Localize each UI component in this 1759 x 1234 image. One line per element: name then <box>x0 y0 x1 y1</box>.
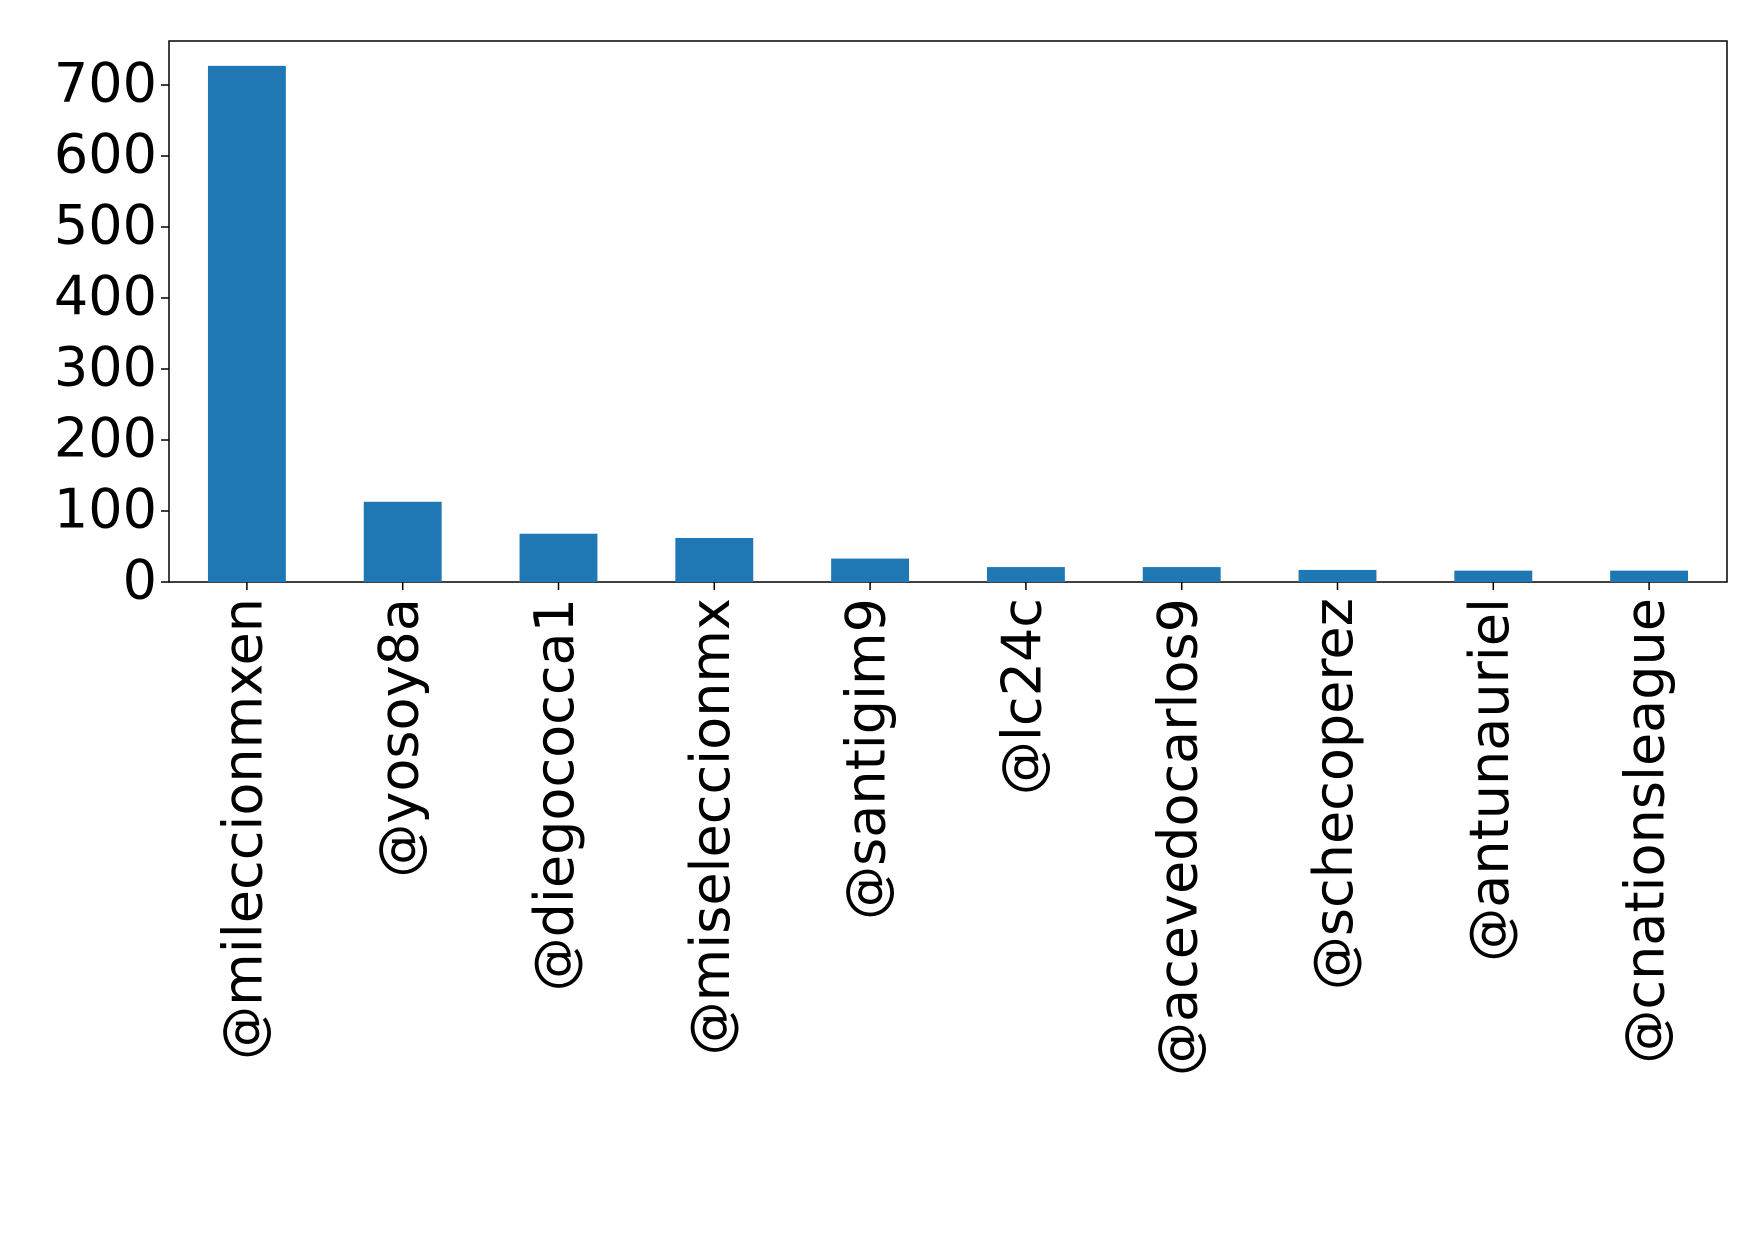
y-tick-label: 100 <box>54 478 157 541</box>
bar <box>675 537 754 582</box>
bar <box>1610 570 1689 582</box>
x-tick-label: @santigim9 <box>835 598 898 920</box>
plot-frame <box>168 40 1728 583</box>
y-tick-label: 0 <box>123 549 157 612</box>
y-tick-label: 200 <box>54 407 157 470</box>
bar <box>207 65 286 583</box>
bar <box>363 501 442 582</box>
bar <box>831 558 910 582</box>
y-tick-label: 500 <box>54 194 157 257</box>
y-tick-label: 300 <box>54 336 157 399</box>
x-tick-label: @mileccionmxen <box>212 598 275 1060</box>
bar <box>519 533 598 582</box>
x-tick-label: @acevedocarlos9 <box>1146 598 1209 1076</box>
bar <box>986 567 1065 582</box>
x-tick-label: @miseleccionmx <box>679 598 742 1055</box>
x-tick-label: @schecoperez <box>1302 598 1365 990</box>
x-tick-label: @yosoy8a <box>367 598 430 878</box>
bar <box>1142 567 1221 582</box>
x-tick-label: @diegococca1 <box>523 598 586 991</box>
bar <box>1298 569 1377 582</box>
x-tick-label: @cnationsleague <box>1614 598 1677 1064</box>
x-tick-label: @antunauriel <box>1458 598 1521 962</box>
x-tick-label: @lc24c <box>991 598 1054 795</box>
y-tick-label: 700 <box>54 52 157 115</box>
y-tick-label: 400 <box>54 265 157 328</box>
bar <box>1454 570 1533 582</box>
y-tick-label: 600 <box>54 123 157 186</box>
